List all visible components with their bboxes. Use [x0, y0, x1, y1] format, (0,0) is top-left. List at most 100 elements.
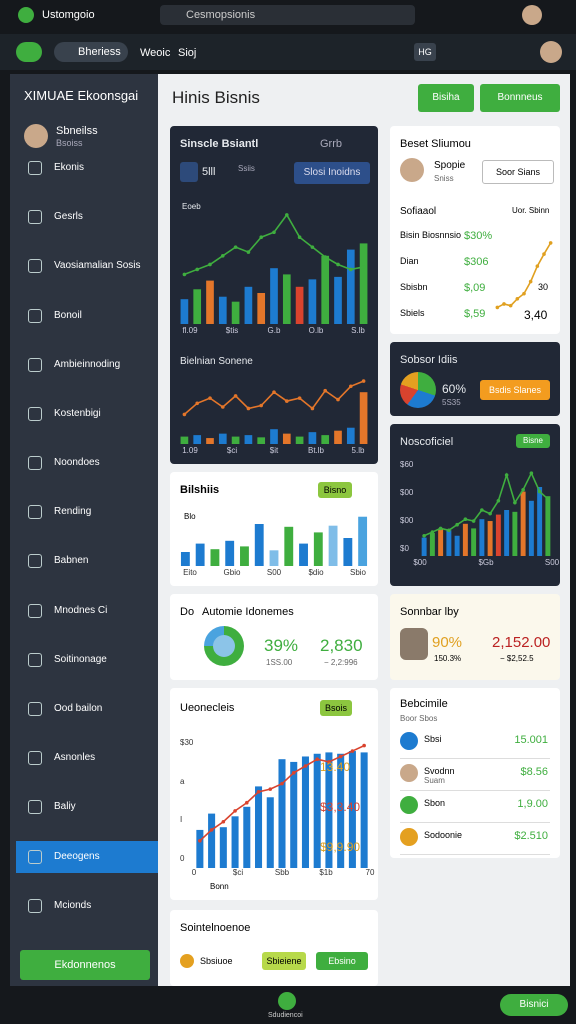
sidebar-item[interactable]: Ekonis [54, 162, 85, 173]
nav-icon [28, 702, 42, 717]
sidebar-item[interactable]: Asnonles [54, 752, 96, 764]
header-button[interactable]: Bonnneus [480, 84, 560, 112]
sidebar-item[interactable]: Rending [54, 506, 92, 518]
sidebar-item[interactable]: Baliy [54, 801, 76, 813]
bar [308, 279, 317, 324]
point [285, 213, 289, 217]
bar [528, 500, 534, 556]
sidebar-item[interactable]: Mcionds [54, 899, 92, 911]
sidebar-item[interactable]: Deeogens [54, 850, 100, 862]
nav-tab[interactable]: Weoic [140, 47, 171, 59]
row-label: Sbiels [400, 308, 425, 318]
card-button[interactable]: Ebsino [316, 952, 368, 970]
percent: 39% [264, 636, 299, 655]
avatar[interactable] [540, 41, 562, 63]
nav-tab[interactable]: Sioj [178, 47, 197, 59]
point [548, 241, 553, 245]
point [537, 489, 542, 494]
bar [254, 524, 264, 566]
point [455, 522, 459, 527]
card-button[interactable]: Bsdis Slanes [480, 380, 550, 400]
bar [328, 525, 338, 566]
percent: 60% [442, 382, 467, 396]
bottom-button[interactable]: Bisnici [500, 994, 568, 1016]
row-divider [400, 790, 550, 791]
nav-icon [28, 308, 42, 323]
row-icon [400, 764, 418, 782]
point [513, 500, 517, 505]
sidebar-item[interactable]: Babnen [54, 555, 89, 567]
row-value: $2.510 [514, 830, 548, 842]
point [463, 517, 468, 521]
point [315, 757, 319, 761]
chart-title: Bielnian Sonene [180, 356, 253, 367]
point [208, 396, 212, 400]
axis-label: $00 [400, 488, 414, 497]
sidebar-item[interactable]: Mnodnes Ci [54, 604, 108, 616]
card-title: Beset Sliumou [400, 138, 471, 150]
notif-card: Noscoficiel Bisne $60 $00 $00 $0 $00 $Gb S00 [390, 424, 560, 586]
tag[interactable]: Sbieiene [262, 952, 306, 970]
card-tag[interactable]: Bisne [516, 434, 550, 448]
nav-badge[interactable]: HG [414, 43, 436, 61]
row-value: $8.56 [520, 766, 548, 778]
avatar[interactable] [522, 5, 542, 25]
axis-label: S00 [544, 558, 560, 567]
point [272, 230, 276, 235]
icon [400, 628, 428, 660]
card-title: Sobsor Idiis [400, 354, 458, 366]
value-label: $9,9.90 [320, 840, 361, 854]
list-card: Bebcimile Boor Sbos Sbsi 15.001 Svodnn Suam… [390, 688, 560, 858]
bar [438, 528, 444, 556]
row-value: $,59 [464, 308, 486, 320]
point [480, 508, 484, 512]
card-button[interactable]: Slosi Inoidns [294, 162, 370, 184]
bar [537, 487, 543, 556]
card-button[interactable]: Soor Sians [482, 160, 554, 184]
nav-icon[interactable] [16, 42, 42, 62]
row-divider [400, 758, 550, 759]
user-sub: Bsoiss [56, 138, 83, 148]
card-title: Noscoficiel [400, 436, 454, 448]
bottom-icon[interactable] [278, 992, 296, 1010]
row-label: Sbisbn [400, 282, 428, 292]
sidebar-item[interactable]: Kostenbigi [54, 407, 101, 419]
x-label: G.b [268, 326, 281, 335]
search-box[interactable]: Cesmopsionis [160, 5, 415, 25]
pie-icon [400, 372, 436, 408]
bar [301, 756, 309, 868]
sidebar-item[interactable]: Ambieinnoding [54, 358, 121, 370]
point [546, 497, 550, 501]
x-label: O.lb [309, 326, 324, 335]
sidebar-item[interactable]: Ood bailon [54, 703, 103, 715]
point [233, 394, 238, 398]
corner-label: 30 [538, 282, 549, 292]
sidebar-item[interactable]: Noondoes [54, 457, 100, 469]
bar [284, 526, 294, 566]
bar [290, 761, 298, 868]
name: Spopie [434, 160, 466, 171]
sidebar-button[interactable]: Ekdonnenos [20, 950, 150, 980]
sidebar-item[interactable]: Gesrls [54, 211, 83, 223]
user-name: Sbneilss [56, 125, 98, 137]
point [246, 250, 251, 254]
axis-label: $0 [400, 544, 409, 553]
row-label: Sodoonie [424, 830, 463, 840]
sidebar-item[interactable]: Soitinonage [54, 653, 107, 665]
card-tag[interactable]: Bsois [320, 700, 352, 716]
point [362, 743, 366, 748]
point [528, 279, 533, 284]
bar [269, 550, 279, 566]
sidebar-item[interactable]: Bonoil [54, 309, 82, 321]
nav-tab[interactable]: Bheriess [54, 42, 128, 62]
sidebar-item[interactable]: Vaosiamalian Sosis [54, 260, 141, 272]
point [256, 790, 261, 794]
bar [231, 436, 240, 444]
bar [346, 427, 355, 444]
bar [360, 752, 368, 868]
card-tag[interactable]: Bisno [318, 482, 352, 498]
header-button[interactable]: Bisiha [418, 84, 474, 112]
row-sub: Suam [424, 776, 445, 785]
card-title: Sonnbar lby [400, 606, 459, 618]
value-label: 13.40 [320, 760, 351, 774]
